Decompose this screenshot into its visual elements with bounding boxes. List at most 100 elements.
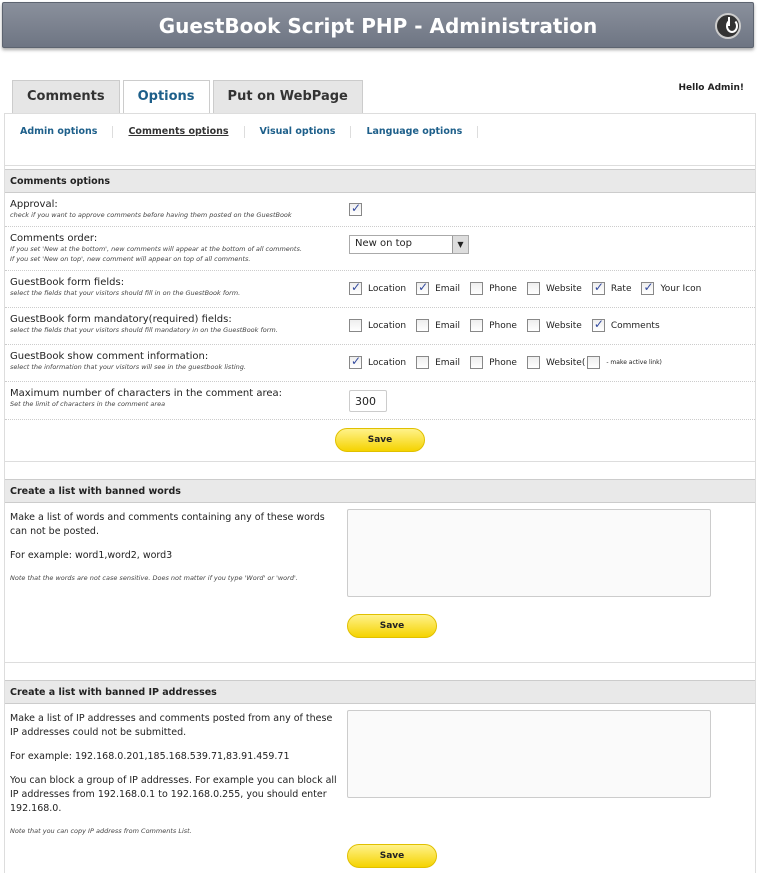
approval-label: Approval:	[10, 199, 58, 210]
max-chars-hint: Set the limit of characters in the comme…	[10, 400, 166, 408]
option-label: Website(	[545, 357, 586, 368]
option-website[interactable]: Website(	[526, 356, 586, 369]
option-email[interactable]: Email	[416, 319, 460, 332]
option-label: Website	[545, 320, 582, 331]
active-link-checkbox[interactable]	[587, 356, 601, 369]
subnav-language-options[interactable]: Language options	[351, 126, 479, 138]
order-hint: If you set 'New at the bottom', new comm…	[10, 245, 302, 253]
order-label: Comments order:	[10, 233, 98, 244]
option-label: Location	[368, 320, 407, 331]
active-link-label: - make active link)	[606, 359, 662, 366]
save-button[interactable]: Save	[335, 428, 425, 452]
option-label: Email	[435, 283, 461, 294]
power-icon[interactable]	[715, 13, 741, 39]
banned-words-example: For example: word1,word2, word3	[10, 550, 173, 561]
mandatory-hint: select the fields that your visitors sho…	[10, 326, 278, 334]
approval-checkbox[interactable]	[349, 201, 362, 216]
order-row: Comments order: If you set 'New at the b…	[5, 227, 755, 271]
checkbox[interactable]	[349, 319, 362, 332]
save-button[interactable]: Save	[347, 844, 437, 868]
section-header: Create a list with banned words	[5, 479, 755, 503]
subnav-comments-options[interactable]: Comments options	[113, 126, 245, 138]
option-location[interactable]: Location	[349, 280, 407, 295]
option-your-icon[interactable]: Your Icon	[641, 280, 702, 295]
tab-options[interactable]: Options	[122, 80, 210, 114]
banned-ips-section: Make a list of IP addresses and comments…	[5, 704, 755, 884]
section-header: Create a list with banned IP addresses	[5, 680, 755, 704]
page-title: GuestBook Script PHP - Administration	[158, 14, 598, 38]
checkbox[interactable]	[470, 319, 484, 332]
option-location[interactable]: Location	[349, 319, 406, 332]
option-comments[interactable]: Comments	[591, 317, 660, 332]
options-panel: Admin options Comments options Visual op…	[4, 113, 756, 873]
order-value: New on top	[355, 238, 413, 249]
save-button[interactable]: Save	[347, 614, 437, 638]
banned-ips-description: Make a list of IP addresses and comments…	[10, 713, 333, 738]
checkbox[interactable]	[416, 319, 430, 332]
banned-words-note: Note that the words are not case sensiti…	[10, 574, 298, 582]
option-label: Your Icon	[660, 283, 702, 294]
option-website[interactable]: Website	[526, 319, 582, 332]
option-email[interactable]: Email	[416, 280, 461, 295]
subnav-visual-options[interactable]: Visual options	[245, 126, 352, 138]
form-fields-hint: select the fields that your visitors sho…	[10, 289, 241, 297]
checkbox[interactable]	[349, 280, 362, 295]
show-info-label: GuestBook show comment information:	[10, 351, 209, 362]
banned-words-section: Make a list of words and comments contai…	[5, 503, 755, 663]
checkbox[interactable]	[526, 319, 540, 332]
approval-row: Approval: check if you want to approve c…	[5, 193, 755, 227]
option-label: Location	[368, 283, 407, 294]
banned-words-textarea[interactable]	[347, 509, 711, 597]
option-label: Location	[368, 357, 407, 368]
approval-hint: check if you want to approve comments be…	[10, 211, 292, 219]
banned-words-description: Make a list of words and comments contai…	[10, 512, 325, 537]
option-label: Phone	[489, 357, 517, 368]
option-email[interactable]: Email	[416, 356, 460, 369]
mandatory-row: GuestBook form mandatory(required) field…	[5, 308, 755, 345]
main-tabs: Comments Options Put on WebPage	[12, 80, 363, 114]
tab-comments[interactable]: Comments	[12, 80, 120, 113]
option-label: Website	[545, 283, 582, 294]
checkbox[interactable]	[526, 282, 540, 295]
option-label: Phone	[489, 320, 517, 331]
banned-ips-textarea[interactable]	[347, 710, 711, 798]
chevron-down-icon: ▼	[452, 236, 468, 253]
order-hint: If you set 'New on top', new comment wil…	[10, 255, 251, 263]
checkbox[interactable]	[349, 354, 362, 369]
option-phone[interactable]: Phone	[470, 282, 517, 295]
sub-navigation: Admin options Comments options Visual op…	[5, 114, 755, 166]
order-select[interactable]: New on top ▼	[349, 235, 469, 254]
checkbox[interactable]	[526, 356, 540, 369]
checkbox[interactable]	[416, 280, 430, 295]
show-info-row: GuestBook show comment information: sele…	[5, 345, 755, 382]
option-label: Email	[435, 320, 461, 331]
mandatory-label: GuestBook form mandatory(required) field…	[10, 314, 232, 325]
checkbox[interactable]	[591, 317, 605, 332]
checkbox[interactable]	[591, 280, 605, 295]
form-fields-row: GuestBook form fields: select the fields…	[5, 271, 755, 308]
section-header: Comments options	[5, 169, 755, 193]
option-location[interactable]: Location	[349, 354, 407, 369]
banned-ips-note: Note that you can copy IP address from C…	[10, 827, 192, 835]
banned-ips-group-info: You can block a group of IP addresses. F…	[10, 775, 337, 814]
form-fields-label: GuestBook form fields:	[10, 277, 125, 288]
app-header: GuestBook Script PHP - Administration	[2, 2, 754, 48]
option-label: Phone	[489, 283, 517, 294]
checkbox[interactable]	[416, 356, 430, 369]
option-website[interactable]: Website	[526, 282, 582, 295]
subnav-admin-options[interactable]: Admin options	[5, 126, 114, 138]
max-chars-label: Maximum number of characters in the comm…	[10, 388, 282, 399]
option-phone[interactable]: Phone	[470, 319, 517, 332]
greeting: Hello Admin!	[678, 83, 744, 93]
option-label: Rate	[610, 283, 632, 294]
checkbox[interactable]	[641, 280, 655, 295]
max-chars-row: Maximum number of characters in the comm…	[5, 382, 755, 420]
checkbox[interactable]	[470, 356, 484, 369]
option-label: Email	[435, 357, 461, 368]
show-info-hint: select the information that your visitor…	[10, 363, 246, 371]
max-chars-input[interactable]: 300	[349, 390, 387, 412]
checkbox[interactable]	[470, 282, 484, 295]
tab-put-on-webpage[interactable]: Put on WebPage	[212, 80, 363, 113]
option-rate[interactable]: Rate	[591, 280, 632, 295]
option-phone[interactable]: Phone	[470, 356, 517, 369]
